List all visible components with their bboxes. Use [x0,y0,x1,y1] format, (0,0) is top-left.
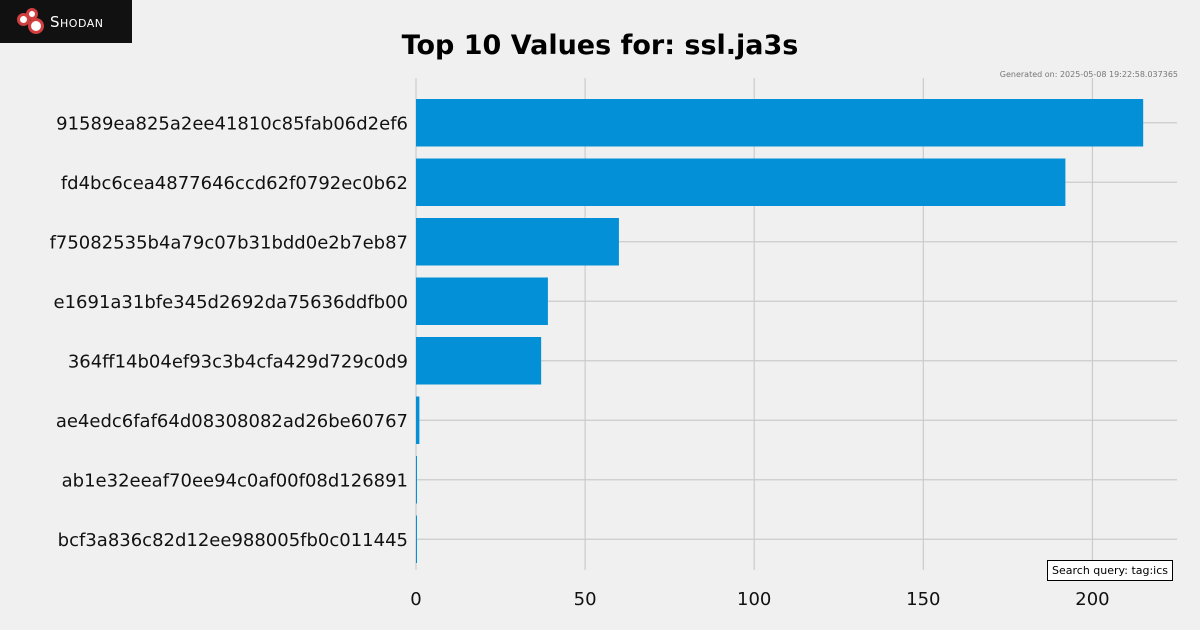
generated-timestamp: Generated on: 2025-05-08 19:22:58.037365 [1000,70,1178,79]
bar [416,396,420,444]
x-tick-label: 200 [1075,589,1109,610]
x-tick-label: 100 [737,589,771,610]
bar [416,158,1066,206]
category-label: ae4edc6faf64d08308082ad26be60767 [56,411,408,432]
category-label: 364ff14b04ef93c3b4cfa429d729c0d9 [68,351,408,372]
bars [416,99,1144,563]
bar [416,277,548,325]
category-label: ab1e32eeaf70ee94c0af00f08d126891 [62,470,408,491]
bar [416,99,1144,147]
category-label: 91589ea825a2ee41810c85fab06d2ef6 [56,113,408,134]
shodan-logo-icon [16,7,46,37]
x-tick-label: 0 [410,589,421,610]
brand-name: Shodan [50,12,104,31]
bar [416,515,418,563]
category-label: bcf3a836c82d12ee988005fb0c011445 [58,530,408,551]
category-label: fd4bc6cea4877646ccd62f0792ec0b62 [61,173,408,194]
x-tick-label: 150 [906,589,940,610]
bar [416,337,542,385]
category-labels: 91589ea825a2ee41810c85fab06d2ef6 fd4bc6ce… [50,113,408,551]
bar [416,218,619,266]
chart-title: Top 10 Values for: ssl.ja3s [402,30,799,61]
category-label: f75082535b4a79c07b31bdd0e2b7eb87 [50,232,408,253]
bar [416,456,418,504]
search-query-box: Search query: tag:ics [1047,560,1174,581]
category-label: e1691a31bfe345d2692da75636ddfb00 [54,292,408,313]
x-tick-label: 50 [574,589,597,610]
shodan-logo[interactable]: Shodan [0,0,132,43]
x-axis-ticks: 0 50 100 150 200 [410,589,1109,610]
